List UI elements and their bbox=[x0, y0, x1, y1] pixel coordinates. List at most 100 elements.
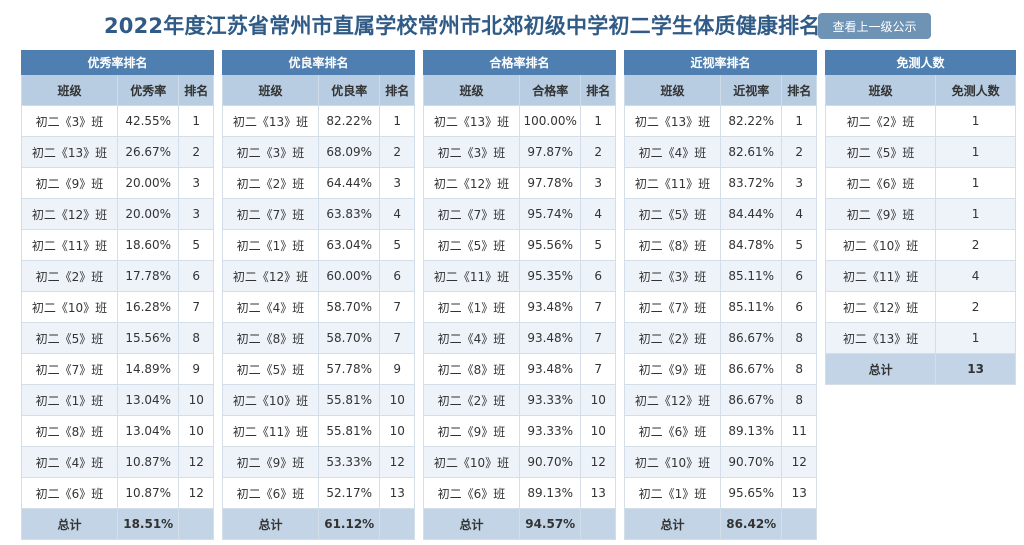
rank-cell: 10 bbox=[178, 384, 214, 416]
rate-cell: 89.13% bbox=[719, 415, 783, 447]
column-header: 班级 bbox=[222, 74, 319, 106]
class-cell: 初二《12》班 bbox=[423, 167, 520, 199]
class-cell: 初二《5》班 bbox=[21, 322, 118, 354]
rate-cell: 63.83% bbox=[317, 198, 381, 230]
table-row: 初二《9》班 1 bbox=[824, 198, 1016, 230]
rate-cell: 95.74% bbox=[518, 198, 582, 230]
rank-cell: 9 bbox=[379, 353, 415, 385]
class-cell: 初二《3》班 bbox=[222, 136, 319, 168]
class-cell: 初二《1》班 bbox=[624, 477, 721, 509]
rank-cell: 10 bbox=[178, 415, 214, 447]
rate-cell: 90.70% bbox=[719, 446, 783, 478]
rank-cell: 10 bbox=[580, 415, 616, 447]
rank-cell: 2 bbox=[580, 136, 616, 168]
rank-cell: 2 bbox=[379, 136, 415, 168]
pass-rate-panel: 合格率排名 班级 合格率 排名 初二《13》班 100.00% 1 初二《3》班 97.87% 2… bbox=[423, 50, 616, 540]
table-row: 初二《7》班 63.83% 4 bbox=[222, 198, 415, 230]
rank-cell: 12 bbox=[580, 446, 616, 478]
rate-cell: 58.70% bbox=[317, 291, 381, 323]
class-cell: 初二《11》班 bbox=[624, 167, 721, 199]
class-cell: 初二《8》班 bbox=[423, 353, 520, 385]
rank-cell: 6 bbox=[580, 260, 616, 292]
table-row: 初二《5》班 15.56% 8 bbox=[21, 322, 214, 354]
table-row: 初二《4》班 82.61% 2 bbox=[624, 136, 817, 168]
rank-cell: 7 bbox=[178, 291, 214, 323]
rate-cell: 15.56% bbox=[116, 322, 180, 354]
class-cell: 初二《2》班 bbox=[423, 384, 520, 416]
rank-cell: 12 bbox=[379, 446, 415, 478]
column-header: 免测人数 bbox=[935, 74, 1016, 106]
table-row: 初二《12》班 97.78% 3 bbox=[423, 167, 616, 199]
class-cell: 初二《7》班 bbox=[624, 291, 721, 323]
rank-cell: 10 bbox=[379, 384, 415, 416]
total-label: 总计 bbox=[222, 508, 319, 540]
table-row: 初二《2》班 17.78% 6 bbox=[21, 260, 214, 292]
table-row: 初二《12》班 2 bbox=[824, 291, 1016, 323]
class-cell: 初二《9》班 bbox=[222, 446, 319, 478]
rate-cell: 42.55% bbox=[116, 105, 180, 137]
table-row: 初二《6》班 52.17% 13 bbox=[222, 477, 415, 509]
rank-cell: 8 bbox=[781, 322, 817, 354]
rate-cell: 93.48% bbox=[518, 353, 582, 385]
view-previous-level-button[interactable]: 查看上一级公示 bbox=[818, 13, 931, 39]
class-cell: 初二《9》班 bbox=[624, 353, 721, 385]
rate-cell: 85.11% bbox=[719, 291, 783, 323]
rank-cell: 7 bbox=[379, 291, 415, 323]
rate-cell: 90.70% bbox=[518, 446, 582, 478]
class-cell: 初二《2》班 bbox=[824, 105, 937, 137]
rank-cell: 10 bbox=[379, 415, 415, 447]
rank-cell: 8 bbox=[178, 322, 214, 354]
table-row: 初二《2》班 64.44% 3 bbox=[222, 167, 415, 199]
column-header: 近视率 bbox=[719, 74, 783, 106]
myopia-rate-panel: 近视率排名 班级 近视率 排名 初二《13》班 82.22% 1 初二《4》班 82.61% 2 初… bbox=[624, 50, 817, 540]
rate-cell: 52.17% bbox=[317, 477, 381, 509]
rate-cell: 18.60% bbox=[116, 229, 180, 261]
table-row: 初二《5》班 95.56% 5 bbox=[423, 229, 616, 261]
table-row: 初二《4》班 93.48% 7 bbox=[423, 322, 616, 354]
column-header: 班级 bbox=[624, 74, 721, 106]
total-value bbox=[379, 508, 415, 540]
table-row: 初二《7》班 85.11% 6 bbox=[624, 291, 817, 323]
rate-cell: 26.67% bbox=[116, 136, 180, 168]
class-cell: 初二《1》班 bbox=[423, 291, 520, 323]
table-row: 初二《10》班 55.81% 10 bbox=[222, 384, 415, 416]
rank-cell: 5 bbox=[781, 229, 817, 261]
ranking-table: 近视率排名 班级 近视率 排名 初二《13》班 82.22% 1 初二《4》班 82.61% 2 初… bbox=[624, 50, 817, 540]
class-cell: 初二《9》班 bbox=[423, 415, 520, 447]
class-cell: 初二《13》班 bbox=[423, 105, 520, 137]
table-row: 初二《10》班 90.70% 12 bbox=[624, 446, 817, 478]
class-cell: 初二《8》班 bbox=[222, 322, 319, 354]
class-cell: 初二《10》班 bbox=[423, 446, 520, 478]
rate-cell: 82.61% bbox=[719, 136, 783, 168]
rate-cell: 86.67% bbox=[719, 322, 783, 354]
rate-cell: 93.48% bbox=[518, 322, 582, 354]
table-row: 初二《3》班 97.87% 2 bbox=[423, 136, 616, 168]
rank-cell: 6 bbox=[178, 260, 214, 292]
rate-cell: 13.04% bbox=[116, 415, 180, 447]
column-header: 合格率 bbox=[518, 74, 582, 106]
header: 2022年度江苏省常州市直属学校常州市北郊初级中学初二学生体质健康排名公示 查看… bbox=[0, 8, 1024, 44]
class-cell: 初二《7》班 bbox=[423, 198, 520, 230]
class-cell: 初二《2》班 bbox=[222, 167, 319, 199]
table-row: 初二《10》班 16.28% 7 bbox=[21, 291, 214, 323]
class-cell: 初二《8》班 bbox=[21, 415, 118, 447]
total-row: 总计 13 bbox=[824, 353, 1016, 385]
rate-cell: 95.65% bbox=[719, 477, 783, 509]
table-row: 初二《11》班 95.35% 6 bbox=[423, 260, 616, 292]
table-row: 初二《9》班 93.33% 10 bbox=[423, 415, 616, 447]
rank-cell: 12 bbox=[178, 477, 214, 509]
total-label: 总计 bbox=[21, 508, 118, 540]
rate-cell: 14.89% bbox=[116, 353, 180, 385]
table-row: 初二《8》班 84.78% 5 bbox=[624, 229, 817, 261]
rank-cell: 12 bbox=[781, 446, 817, 478]
rate-cell: 82.22% bbox=[317, 105, 381, 137]
excellent-rate-panel: 优秀率排名 班级 优秀率 排名 初二《3》班 42.55% 1 初二《13》班 26.67% 2 初… bbox=[21, 50, 214, 540]
total-value: 13 bbox=[935, 353, 1016, 385]
rate-cell: 95.56% bbox=[518, 229, 582, 261]
class-cell: 初二《2》班 bbox=[624, 322, 721, 354]
class-cell: 初二《13》班 bbox=[624, 105, 721, 137]
table-row: 初二《9》班 53.33% 12 bbox=[222, 446, 415, 478]
class-cell: 初二《4》班 bbox=[624, 136, 721, 168]
rate-cell: 93.48% bbox=[518, 291, 582, 323]
class-cell: 初二《13》班 bbox=[21, 136, 118, 168]
